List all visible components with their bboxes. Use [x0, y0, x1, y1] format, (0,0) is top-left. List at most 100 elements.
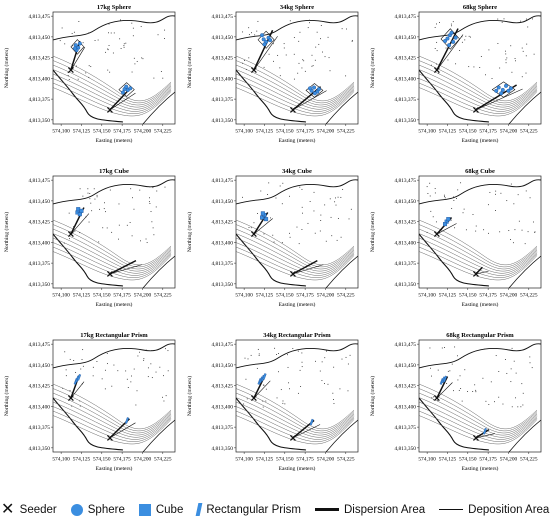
vegetation-speck: [441, 347, 443, 349]
contour-line: [419, 69, 538, 108]
vegetation-speck: [127, 387, 129, 388]
vegetation-speck: [332, 392, 334, 394]
contour-line: [419, 392, 538, 434]
dispersion-line-far: [109, 88, 130, 111]
vegetation-speck: [162, 77, 164, 79]
contour-line: [419, 78, 538, 112]
vegetation-speck: [484, 348, 486, 350]
y-tick-label: 4,813,425: [211, 56, 233, 62]
vegetation-speck: [79, 188, 81, 190]
y-tick-label: 4,813,350: [211, 282, 233, 288]
prism-marker: [482, 427, 487, 435]
vegetation-speck: [282, 182, 284, 184]
vegetation-speck: [313, 191, 315, 193]
deposition-area-near: [70, 39, 85, 55]
vegetation-speck: [268, 182, 270, 184]
sphere-marker: [496, 85, 501, 90]
deposition-line-near: [70, 46, 86, 71]
vegetation-speck: [245, 68, 247, 70]
vegetation-speck: [301, 67, 303, 69]
vegetation-speck: [132, 197, 133, 199]
vegetation-speck: [267, 194, 269, 195]
contour-line: [53, 87, 172, 117]
x-tick-label: 574,200: [317, 129, 335, 135]
vegetation-speck: [152, 227, 154, 229]
coastline-south: [236, 69, 307, 123]
deposition-line-near: [70, 213, 90, 235]
legend-item-dispersion: Dispersion Area: [314, 504, 425, 516]
vegetation-speck: [499, 231, 501, 233]
vegetation-speck: [279, 67, 281, 69]
dispersion-line-icon: [314, 508, 339, 511]
vegetation-speck: [89, 193, 91, 194]
vegetation-speck: [274, 347, 276, 349]
y-tick-label: 4,813,450: [211, 199, 233, 205]
vegetation-speck: [108, 45, 110, 46]
vegetation-speck: [512, 242, 514, 244]
coastline-south: [419, 233, 490, 287]
vegetation-speck: [429, 195, 431, 197]
contour-line: [53, 82, 172, 114]
vegetation-speck: [533, 53, 535, 55]
vegetation-speck: [143, 359, 145, 361]
y-tick-label: 4,813,400: [28, 240, 50, 246]
y-axis-label: Northing (meters): [3, 212, 10, 252]
panel-title: 17kg Sphere: [97, 4, 131, 11]
vegetation-speck: [71, 33, 73, 34]
vegetation-speck: [522, 50, 524, 52]
contour-line: [236, 415, 355, 445]
prism-marker: [76, 374, 82, 381]
x-axis-label: Easting (meters): [96, 465, 133, 472]
x-axis-label: Easting (meters): [96, 301, 133, 308]
vegetation-speck: [146, 242, 148, 244]
vegetation-speck: [167, 370, 169, 372]
vegetation-speck: [525, 55, 527, 57]
vegetation-speck: [63, 242, 65, 244]
vegetation-speck: [262, 406, 264, 408]
vegetation-speck: [92, 375, 94, 377]
vegetation-speck: [118, 203, 120, 205]
x-tick-label: 574,200: [134, 457, 152, 463]
y-tick-label: 4,813,375: [394, 425, 416, 431]
vegetation-speck: [491, 78, 493, 79]
vegetation-speck: [311, 54, 313, 56]
sphere-marker: [494, 88, 499, 93]
vegetation-speck: [297, 72, 299, 74]
coastline-south: [236, 397, 307, 451]
vegetation-speck: [104, 202, 105, 204]
vegetation-speck: [315, 46, 317, 48]
y-tick-label: 4,813,400: [394, 240, 416, 246]
contour-line: [53, 60, 172, 104]
vegetation-speck: [334, 201, 336, 203]
deposition-line-far: [109, 92, 136, 111]
vegetation-speck: [435, 221, 437, 223]
y-axis-label: Northing (meters): [369, 212, 376, 252]
vegetation-speck: [113, 32, 115, 34]
vegetation-speck: [336, 239, 338, 241]
y-tick-label: 4,813,350: [394, 446, 416, 452]
coastline-south: [419, 69, 490, 123]
vegetation-speck: [149, 186, 151, 188]
y-tick-label: 4,813,425: [211, 220, 233, 226]
vegetation-speck: [131, 71, 133, 73]
chart-panel: 34kg Rectangular Prism 4,813,475 4,813,450…: [186, 332, 359, 472]
vegetation-speck: [82, 365, 84, 367]
vegetation-speck: [263, 384, 265, 386]
vegetation-speck: [281, 203, 283, 205]
contour-line: [53, 237, 172, 274]
vegetation-speck: [125, 370, 127, 372]
vegetation-speck: [451, 207, 453, 209]
vegetation-speck: [495, 190, 497, 192]
vegetation-speck: [118, 238, 119, 240]
x-tick-label: 574,150: [93, 457, 111, 463]
sphere-marker: [261, 37, 266, 42]
sphere-marker: [268, 38, 273, 43]
y-tick-label: 4,813,400: [28, 76, 50, 82]
prism-bar-icon: [195, 503, 203, 516]
contour-line: [53, 410, 172, 442]
y-axis-label: Northing (meters): [3, 48, 10, 88]
cube-marker: [446, 217, 451, 222]
vegetation-speck: [351, 39, 353, 41]
y-tick-label: 4,813,350: [394, 118, 416, 124]
vegetation-speck: [508, 230, 510, 232]
